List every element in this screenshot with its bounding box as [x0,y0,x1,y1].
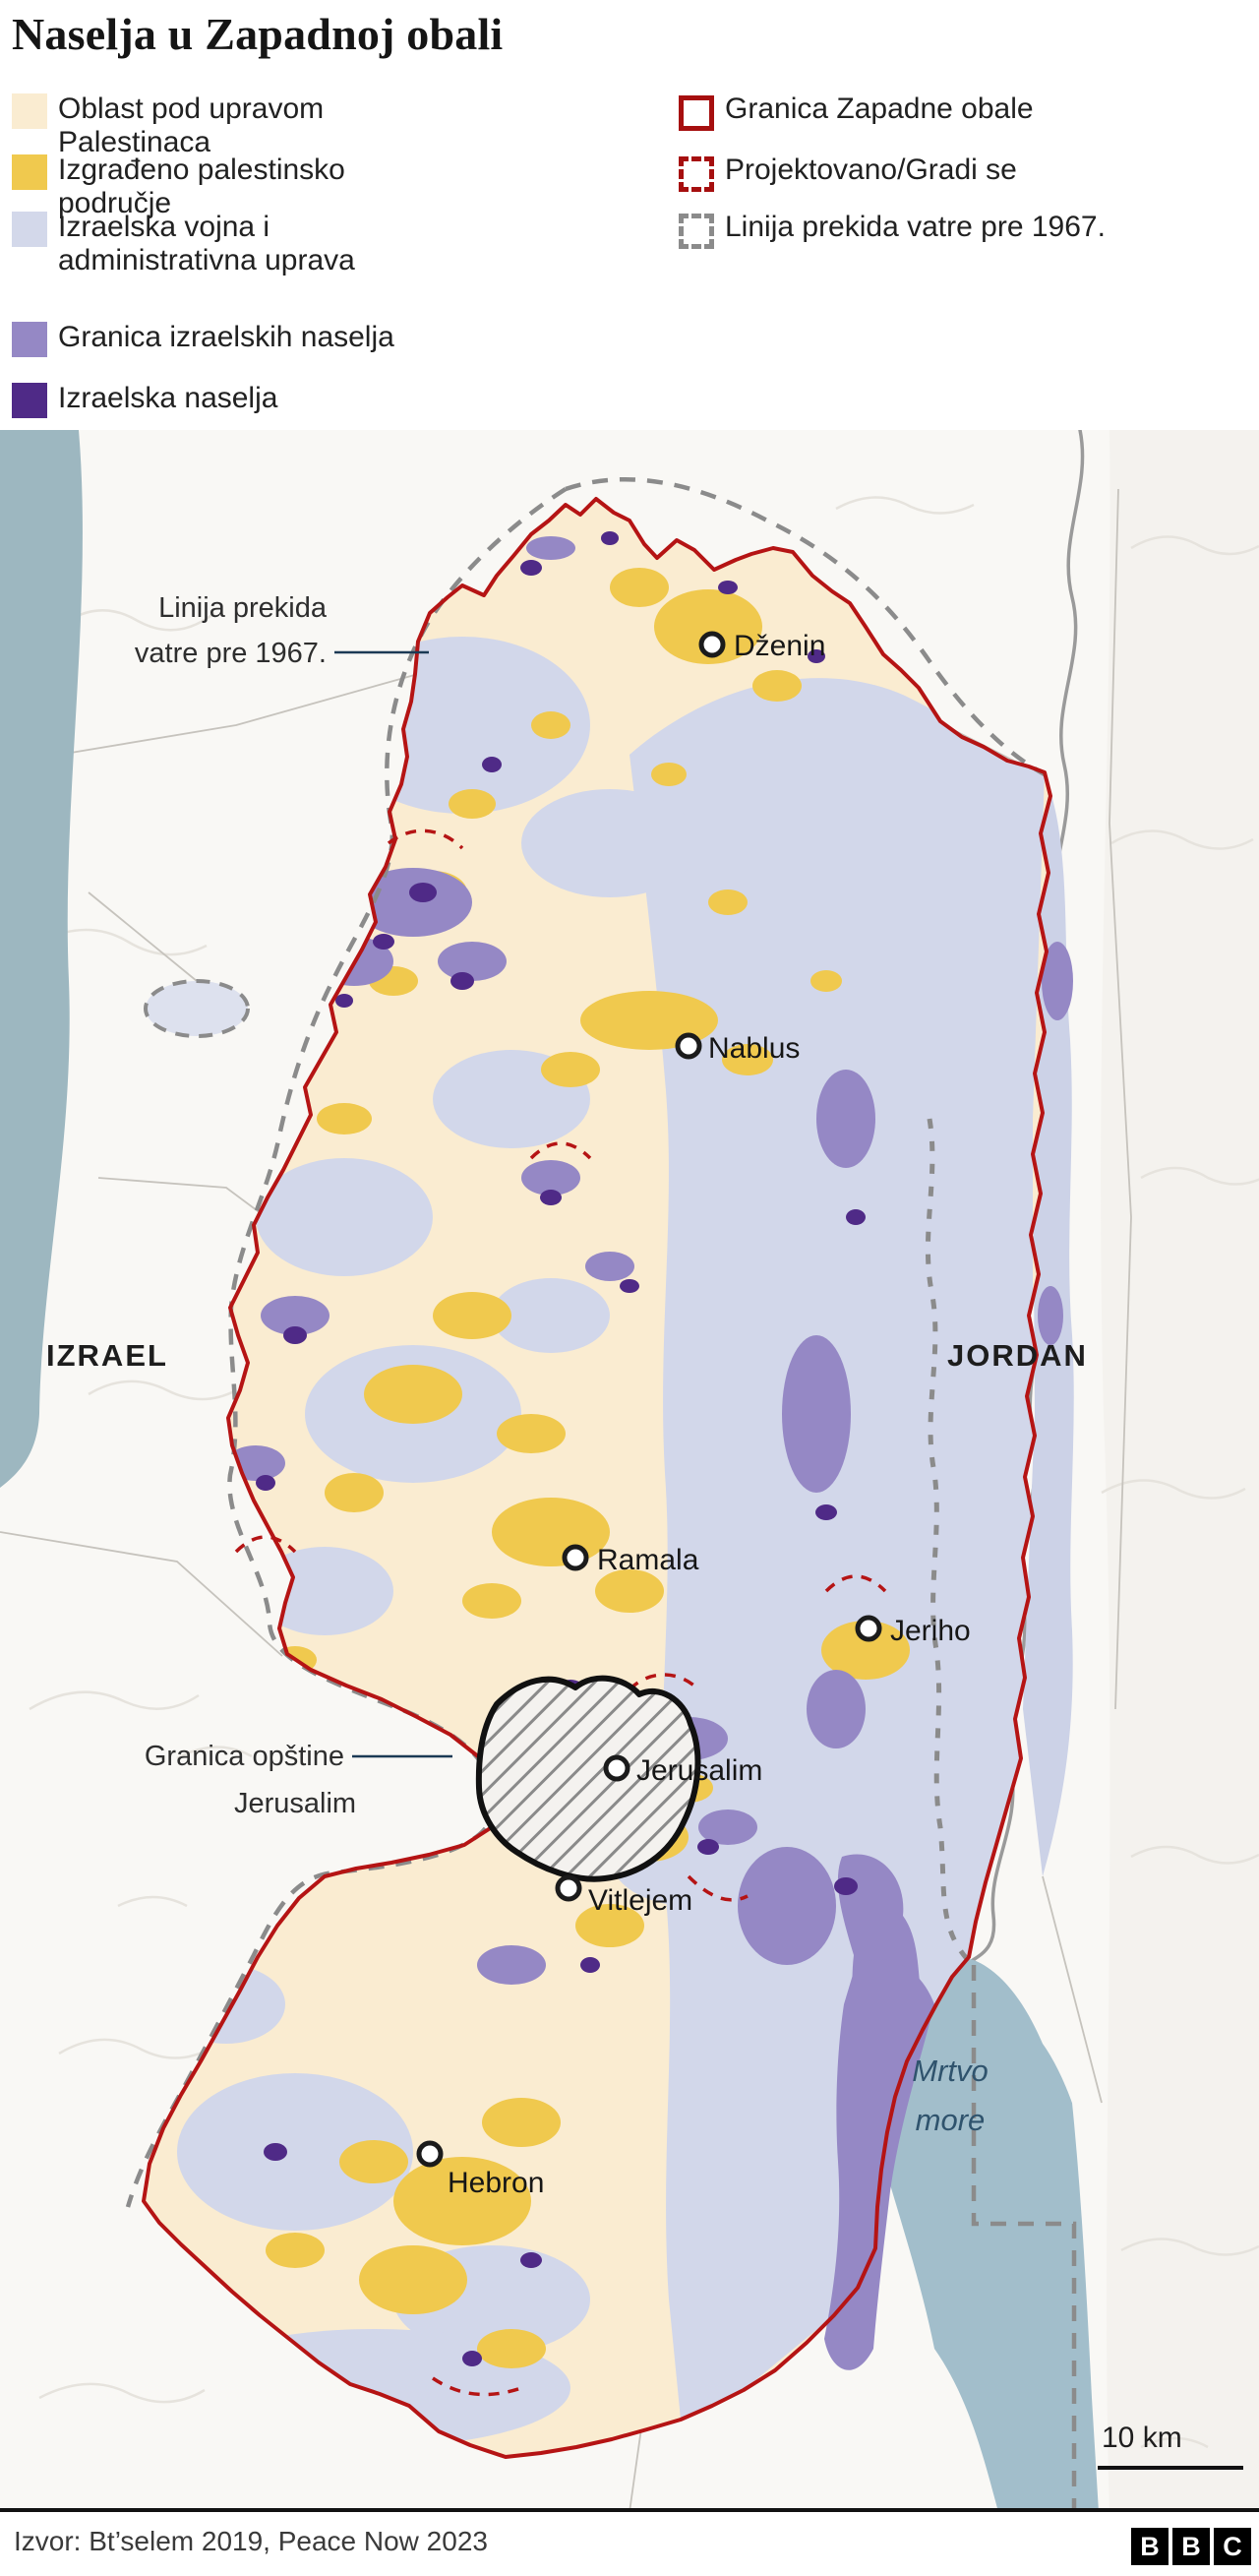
terrain-squiggles [29,496,1259,2449]
swatch-darkpurple-icon [12,383,47,418]
svg-text:Ramala: Ramala [597,1544,699,1576]
legend-item-projected: Projektovano/Gradi se [679,153,1017,192]
legend-item-westbank-border: Granica Zapadne obale [679,92,1034,131]
header: Naselja u Zapadnoj obali Oblast pod upra… [0,0,1259,430]
legend-label: Izraelska naselja [58,382,278,414]
bbc-logo-letter: C [1214,2528,1251,2565]
scale-bar: 10 km [1098,2422,1243,2470]
city-jeriho: Jeriho [855,1615,971,1647]
country-label-izrael: IZRAEL [46,1338,168,1373]
legend-item-settlement-boundary: Granica izraelskih naselja [12,321,394,357]
legend-item-ceasefire-line: Linija prekida vatre pre 1967. [679,211,1106,249]
red-outline-icon [679,95,714,131]
svg-text:Vitlejem: Vitlejem [588,1884,692,1917]
swatch-cream-icon [12,93,47,129]
gray-dashed-outline-icon [679,214,714,249]
legend-item-israeli-settlements: Izraelska naselja [12,382,277,418]
annotation-municipality: Granica opštine Jerusalim [145,1741,452,1819]
legend-item-palestinian-builtup: Izgrađeno palestinsko područje [12,153,451,220]
dead-sea [856,1955,1099,2512]
legend-label: Granica izraelskih naselja [58,321,394,353]
svg-text:Jerusalim: Jerusalim [234,1788,356,1819]
city-ramala: Ramala [562,1544,699,1576]
svg-text:Jeriho: Jeriho [890,1615,971,1647]
legend-label: Izraelska vojna i administrativna uprava [58,211,355,276]
bbc-logo: B B C [1131,2528,1251,2565]
legend-label: Linija prekida vatre pre 1967. [725,211,1106,243]
west-bank-map-svg: Linija prekida vatre pre 1967. Granica o… [0,428,1259,2513]
city-hebron: Hebron [416,2140,544,2199]
bbc-logo-letter: B [1131,2528,1169,2565]
page-title: Naselja u Zapadnoj obali [12,9,504,59]
annotation-ceasefire: Linija prekida vatre pre 1967. [135,592,429,669]
no-mans-land [144,979,250,1038]
svg-text:10 km: 10 km [1102,2422,1182,2454]
map-bottom-rule [0,2508,1259,2512]
red-dashed-outline-icon [679,156,714,192]
city-vitlejem: Vitlejem [555,1874,692,1917]
legend-label: Izgrađeno palestinsko područje [58,153,345,219]
swatch-lavender-icon [12,212,47,247]
legend-label: Oblast pod upravom Palestinaca [58,92,325,158]
projected-barrier [234,828,887,2397]
legend-label: Projektovano/Gradi se [725,153,1017,186]
svg-text:Granica opštine: Granica opštine [145,1741,344,1772]
sea-label-line2: more [916,2103,986,2137]
footer: Izvor: Bt’selem 2019, Peace Now 2023 B B… [0,2512,1259,2576]
bbc-logo-letter: B [1172,2528,1210,2565]
legend-item-palestinian-admin: Oblast pod upravom Palestinaca [12,92,451,159]
svg-text:Dženin: Dženin [734,630,825,662]
svg-text:Jerusalim: Jerusalim [636,1754,762,1787]
legend-label: Granica Zapadne obale [725,92,1034,125]
map: Linija prekida vatre pre 1967. Granica o… [0,428,1259,2513]
city-dzenin: Dženin [698,630,825,662]
country-label-jordan: JORDAN [947,1338,1088,1373]
svg-text:Hebron: Hebron [448,2167,544,2199]
svg-text:Nablus: Nablus [708,1032,800,1065]
mediterranean-sea [0,430,83,1488]
sea-label-line1: Mrtvo [912,2054,989,2088]
city-markers: Dženin Nablus Ramala Jeriho Jerusalim Vi… [416,630,971,2199]
city-jerusalim: Jerusalim [603,1754,762,1787]
ceasefire-line [125,477,1077,2512]
city-nablus: Nablus [675,1032,800,1065]
swatch-gold-icon [12,154,47,190]
legend-item-israeli-admin: Izraelska vojna i administrativna uprava [12,211,442,277]
svg-text:vatre pre 1967.: vatre pre 1967. [135,638,327,669]
svg-text:Linija prekida: Linija prekida [158,592,328,624]
swatch-purple-icon [12,322,47,357]
source-text: Izvor: Bt’selem 2019, Peace Now 2023 [14,2526,488,2556]
jerusalem-municipality [475,1675,701,1882]
